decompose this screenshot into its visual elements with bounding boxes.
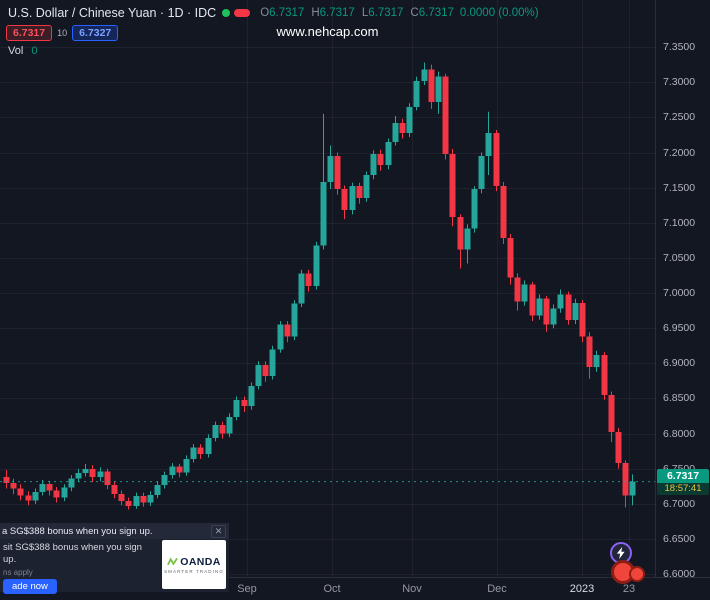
buy-button[interactable]: 6.7327 [72,25,119,41]
close-value: C6.7317 [410,7,454,19]
ad-terms-text: ns apply [3,568,33,577]
volume-value: 0 [31,45,38,57]
status-pill-icon [234,9,251,17]
price-tick-label: 7.1500 [663,181,696,194]
alert-bubble-small-icon[interactable] [629,566,645,582]
sell-button[interactable]: 6.7317 [6,25,53,41]
price-tick-label: 6.8000 [663,427,696,440]
ad-body-text: sit SG$388 bonus when you sign up. [3,542,142,565]
oanda-mark-icon [167,556,179,566]
close-icon[interactable]: ✕ [211,525,226,538]
time-tick-label: Nov [402,583,422,595]
price-tick-label: 7.1000 [663,216,696,229]
ad-headline: a SG$388 bonus when you sign up. [2,526,153,537]
open-value: O6.7317 [260,7,305,19]
change-value: 0.0000 (0.00%) [459,7,539,19]
chart-plot-area[interactable] [0,0,655,577]
time-tick-label: Dec [487,583,507,595]
price-tick-label: 6.7000 [663,497,696,510]
time-tick-label: 23 [622,583,636,595]
price-tick-label: 7.3000 [663,76,696,89]
price-tick-label: 6.6500 [663,533,696,546]
time-tick-label: 2023 [569,583,595,595]
bar-countdown: 18:57:41 [657,482,709,495]
low-value: L6.7317 [361,7,404,19]
price-tick-label: 6.8500 [663,392,696,405]
spread-value: 10 [57,28,68,38]
price-tick-label: 7.2000 [663,146,696,159]
oanda-tagline: SMARTER TRADING [164,568,224,574]
price-tick-label: 6.9000 [663,357,696,370]
time-tick-label: Sep [237,583,257,595]
ad-banner: a SG$388 bonus when you sign up. ✕ sit S… [0,523,229,594]
market-status-dot-icon [222,9,231,17]
volume-row: Vol 0 [8,45,37,57]
time-tick-label: Oct [323,583,341,595]
price-tick-label: 7.0000 [663,287,696,300]
ad-body: sit SG$388 bonus when you sign up. ns ap… [0,539,229,594]
volume-label: Vol [8,45,24,57]
symbol-header: U.S. Dollar / Chinese Yuan · 1D · IDC O6… [8,6,539,20]
oanda-logo-card[interactable]: OANDA SMARTER TRADING [162,540,226,589]
price-tick-label: 7.2500 [663,111,696,124]
last-price-value: 6.7317 [657,468,709,483]
price-tick-label: 6.9500 [663,322,696,335]
ohlc-readout: O6.7317 H6.7317 L6.7317 C6.7317 [260,7,454,19]
price-tick-label: 7.3500 [663,41,696,54]
ad-cta-button[interactable]: ade now [3,579,57,594]
price-tick-label: 7.0500 [663,251,696,264]
candlestick-chart [0,0,655,577]
last-price-badge: 6.7317 18:57:41 [657,468,709,495]
oanda-logo-text: OANDA [180,555,221,568]
symbol-title[interactable]: U.S. Dollar / Chinese Yuan · 1D · IDC [8,6,217,20]
high-value: H6.7317 [311,7,355,19]
lightning-icon [616,547,625,559]
price-axis[interactable]: 6.7317 18:57:41 7.3500 7.3000 7.2500 7.2000… [655,0,710,580]
ad-banner-top: a SG$388 bonus when you sign up. ✕ [0,523,229,539]
quote-row: 6.7317 10 6.7327 [6,25,119,41]
